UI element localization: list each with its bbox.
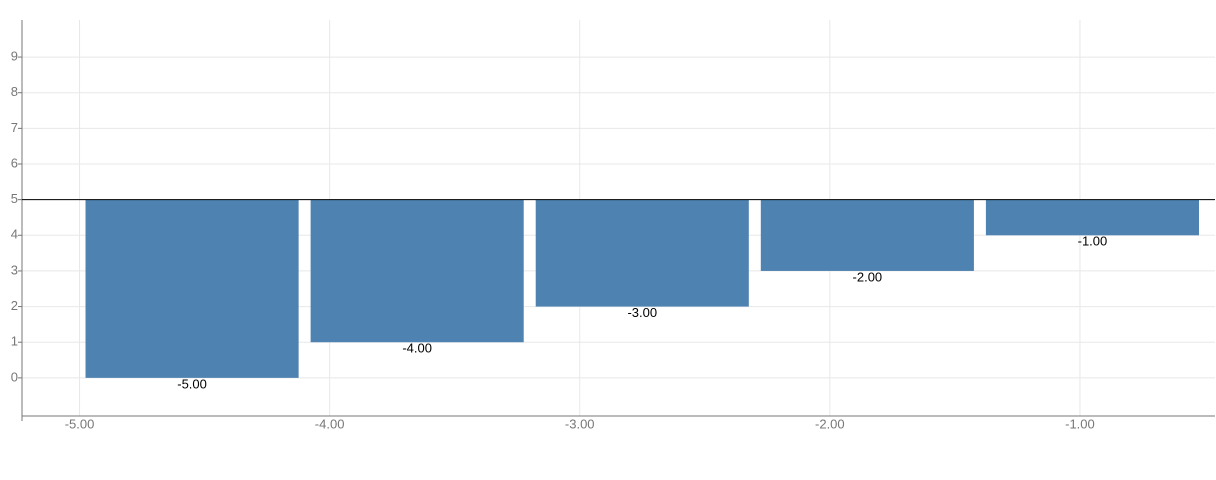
y-tick-label: 6 [11,155,18,170]
x-tick-label: -3.00 [565,416,595,431]
bar [85,199,299,378]
y-tick-label: 4 [11,227,18,242]
y-tick-label: 7 [11,120,18,135]
y-tick-label: 9 [11,49,18,64]
data-label: -3.00 [627,305,657,320]
bar [535,199,749,307]
y-tick-label: 2 [11,298,18,313]
x-tick-label: -1.00 [1065,416,1095,431]
y-tick-label: 8 [11,84,18,99]
bar [985,199,1199,236]
y-tick-label: 0 [11,369,18,384]
x-tick-label: -5.00 [65,416,95,431]
y-tick-label: 3 [11,262,18,277]
y-tick-label: 1 [11,334,18,349]
bar [760,199,974,271]
y-tick-label: 5 [11,191,18,206]
data-label: -5.00 [177,376,207,391]
bar [310,199,524,343]
x-tick-label: -4.00 [315,416,345,431]
data-label: -1.00 [1078,234,1108,249]
data-label: -2.00 [853,269,883,284]
data-label: -4.00 [402,341,432,356]
x-tick-label: -2.00 [815,416,845,431]
